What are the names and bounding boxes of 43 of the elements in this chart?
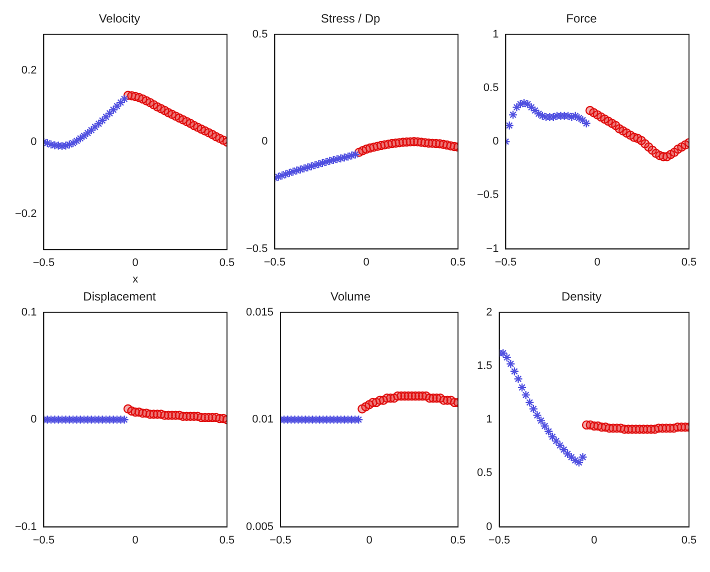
y-tick-label: 1 <box>486 414 492 426</box>
y-tick-label: 0.015 <box>246 306 274 318</box>
x-axis-title: x <box>132 273 139 286</box>
y-tick-label: −0.5 <box>246 242 268 255</box>
y-tick-label: −0.2 <box>14 208 37 220</box>
chart-title: Displacement <box>83 290 157 304</box>
y-tick-label: 0 <box>492 136 499 148</box>
y-tick-label: 0 <box>30 136 37 148</box>
x-tick-label: 0.5 <box>681 534 697 546</box>
chart-title: Volume <box>330 290 371 304</box>
y-tick-label: −0.5 <box>476 189 499 202</box>
x-tick-label: −0.5 <box>264 256 286 268</box>
x-tick-label: 0 <box>591 534 598 546</box>
x-tick-label: 0.5 <box>219 534 235 546</box>
x-tick-label: 0 <box>366 534 372 546</box>
x-tick-label: 0.5 <box>219 257 235 270</box>
x-tick-label: 0 <box>594 256 600 268</box>
chart-title: Stress / Dp <box>320 12 380 26</box>
y-tick-label: 0.01 <box>252 414 274 426</box>
y-tick-label: 1.5 <box>476 360 492 372</box>
y-tick-label: 0.5 <box>483 82 499 94</box>
y-tick-label: 0.1 <box>21 306 37 318</box>
y-tick-label: 0.2 <box>21 64 37 76</box>
x-tick-label: −0.5 <box>270 534 292 546</box>
x-tick-label: 0 <box>132 534 138 546</box>
chart-title: Density <box>561 290 602 304</box>
x-tick-label: 0 <box>132 257 138 270</box>
y-tick-label: 0 <box>486 520 492 533</box>
y-tick-label: −0.1 <box>14 520 37 533</box>
x-tick-label: 0.5 <box>450 256 466 268</box>
x-tick-label: 0.5 <box>450 534 466 546</box>
chart-title: Velocity <box>98 12 140 26</box>
y-tick-label: 2 <box>486 306 492 318</box>
chart-title: Force <box>566 12 598 26</box>
y-tick-label: 0.5 <box>476 467 492 480</box>
x-tick-label: 0.5 <box>681 256 697 268</box>
y-tick-label: 0 <box>30 414 37 426</box>
y-tick-label: 0.005 <box>246 520 274 533</box>
x-tick-label: 0 <box>363 256 370 268</box>
y-tick-label: −1 <box>486 242 499 255</box>
y-tick-label: 1 <box>492 28 499 40</box>
y-tick-label: 0 <box>262 136 268 148</box>
y-tick-label: 0.5 <box>252 28 268 40</box>
